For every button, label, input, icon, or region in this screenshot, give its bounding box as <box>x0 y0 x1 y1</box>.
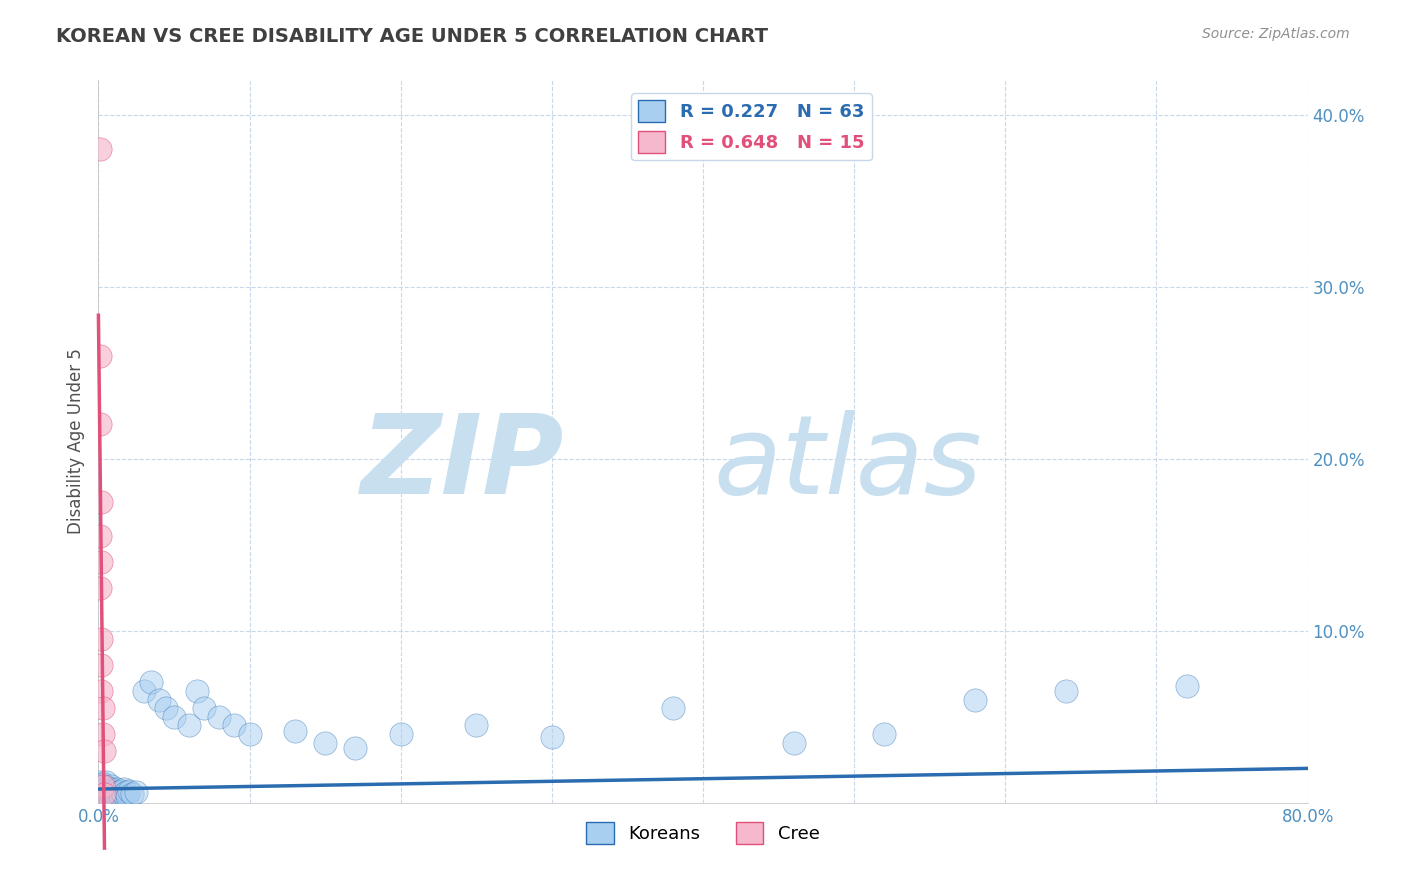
Point <box>89 787 111 801</box>
Point <box>344 740 367 755</box>
Point <box>90 684 112 698</box>
Point <box>91 701 114 715</box>
Point <box>91 779 114 793</box>
Point <box>107 785 129 799</box>
Point <box>224 718 246 732</box>
Point <box>89 529 111 543</box>
Text: ZIP: ZIP <box>360 409 564 516</box>
Point <box>100 779 122 793</box>
Point <box>93 779 115 793</box>
Text: Source: ZipAtlas.com: Source: ZipAtlas.com <box>1202 27 1350 41</box>
Point <box>284 723 307 738</box>
Point <box>108 789 131 803</box>
Point <box>112 782 135 797</box>
Point <box>93 789 115 803</box>
Point <box>94 787 117 801</box>
Point <box>873 727 896 741</box>
Point <box>1175 679 1198 693</box>
Point <box>314 735 336 749</box>
Point <box>111 787 134 801</box>
Point <box>94 782 117 797</box>
Point <box>115 789 138 803</box>
Point <box>101 785 124 799</box>
Point <box>114 785 136 799</box>
Point <box>661 701 683 715</box>
Point <box>155 701 177 715</box>
Point <box>89 417 111 432</box>
Point <box>1054 684 1077 698</box>
Point <box>465 718 488 732</box>
Point <box>93 744 115 758</box>
Point <box>100 787 122 801</box>
Point <box>783 735 806 749</box>
Point <box>91 727 114 741</box>
Point <box>163 710 186 724</box>
Point <box>179 718 201 732</box>
Point <box>103 784 125 798</box>
Point <box>90 555 112 569</box>
Point <box>90 780 112 795</box>
Point <box>186 684 208 698</box>
Point <box>132 684 155 698</box>
Point <box>540 731 562 745</box>
Point <box>118 784 141 798</box>
Point <box>110 784 132 798</box>
Point <box>121 787 143 801</box>
Point <box>125 785 148 799</box>
Point <box>90 494 112 508</box>
Point <box>965 692 987 706</box>
Text: KOREAN VS CREE DISABILITY AGE UNDER 5 CORRELATION CHART: KOREAN VS CREE DISABILITY AGE UNDER 5 CO… <box>56 27 768 45</box>
Point <box>90 658 112 673</box>
Point <box>141 675 163 690</box>
Point <box>101 782 124 797</box>
Point <box>89 142 111 156</box>
Point <box>91 784 114 798</box>
Legend: Koreans, Cree: Koreans, Cree <box>579 815 827 852</box>
Point <box>91 777 114 791</box>
Point <box>89 790 111 805</box>
Point <box>89 782 111 797</box>
Point <box>91 787 114 801</box>
Y-axis label: Disability Age Under 5: Disability Age Under 5 <box>66 349 84 534</box>
Point <box>89 581 111 595</box>
Point <box>94 775 117 789</box>
Text: atlas: atlas <box>714 409 983 516</box>
Point <box>90 775 112 789</box>
Point <box>90 785 112 799</box>
Point <box>93 785 115 799</box>
Point <box>148 692 170 706</box>
Point <box>239 727 262 741</box>
Point <box>89 349 111 363</box>
Point <box>103 789 125 803</box>
Point <box>389 727 412 741</box>
Point <box>96 780 118 795</box>
Point <box>208 710 231 724</box>
Point <box>98 789 121 803</box>
Point <box>193 701 215 715</box>
Point <box>96 785 118 799</box>
Point <box>98 784 121 798</box>
Point <box>89 779 111 793</box>
Point <box>104 787 127 801</box>
Point <box>90 632 112 647</box>
Point <box>93 787 115 801</box>
Point <box>105 782 128 797</box>
Point <box>90 789 112 803</box>
Point <box>91 782 114 797</box>
